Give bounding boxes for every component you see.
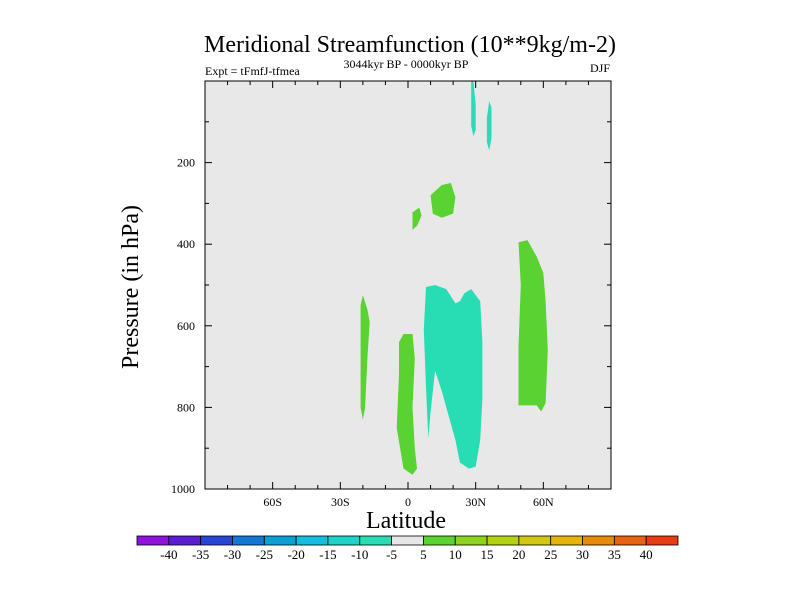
colorbar-label: 15 (481, 547, 494, 562)
x-tick-label: 30N (465, 495, 486, 509)
colorbar-label: 5 (420, 547, 427, 562)
colorbar-label: 30 (576, 547, 589, 562)
colorbar-label: -20 (287, 547, 304, 562)
colorbar: -40 -35 -30 -25 -20 -15 -10 -5 5 10 15 20 25 30 35 40 (136, 535, 679, 562)
colorbar-swatch (391, 535, 424, 546)
x-tick-label: 0 (405, 495, 411, 509)
colorbar-swatch (136, 535, 170, 546)
colorbar-swatch (454, 535, 488, 546)
region-upper-positive-blob-b (412, 207, 422, 230)
chart-title: Meridional Streamfunction (10**9kg/m-2) (204, 32, 616, 58)
colorbar-label: -10 (351, 547, 368, 562)
colorbar-swatch (168, 535, 202, 546)
colorbar-swatch (486, 535, 520, 546)
right-label: DJF (590, 61, 610, 75)
x-axis-label: Latitude (366, 508, 446, 534)
colorbar-swatch (295, 535, 329, 546)
colorbar-swatch (550, 535, 583, 546)
colorbar-swatch (645, 535, 679, 546)
colorbar-label: -25 (256, 547, 273, 562)
colorbar-swatch (582, 535, 615, 546)
center-label: 3044kyr BP - 0000kyr BP (344, 57, 469, 71)
colorbar-swatch (200, 535, 233, 546)
colorbar-label: 10 (449, 547, 462, 562)
region-equatorial-positive-cell (396, 334, 417, 475)
y-tick-label: 400 (177, 237, 195, 251)
axis-ticks: 60S 30S 0 30N 60N 200 400 600 800 1000 (171, 81, 611, 509)
colorbar-swatch (518, 535, 552, 546)
colorbar-label: -30 (224, 547, 241, 562)
region-upper-positive-blob-a (430, 183, 456, 218)
region-strat-negative-b (486, 101, 492, 151)
colorbar-label: 20 (512, 547, 525, 562)
colorbar-swatch (232, 535, 265, 546)
region-nh-negative-cell (423, 285, 483, 469)
region-sh-positive-cell (360, 295, 370, 420)
x-tick-label: 30S (331, 495, 350, 509)
colorbar-label: 35 (608, 547, 621, 562)
x-tick-label: 60S (263, 495, 282, 509)
colorbar-label: -35 (192, 547, 209, 562)
y-tick-label: 1000 (171, 482, 195, 496)
y-axis-label: Pressure (in hPa) (118, 205, 144, 369)
y-tick-label: 600 (177, 319, 195, 333)
colorbar-swatch (423, 535, 456, 546)
contour-regions (360, 81, 548, 475)
colorbar-label: 25 (544, 547, 557, 562)
region-nh-positive-cell (518, 240, 548, 412)
colorbar-label: -15 (319, 547, 336, 562)
colorbar-label: -40 (160, 547, 177, 562)
x-tick-label: 60N (533, 495, 554, 509)
region-strat-negative-a (471, 81, 476, 137)
left-label: Expt = tFmfJ-tfmea (205, 64, 300, 78)
colorbar-swatch (359, 535, 392, 546)
y-tick-label: 200 (177, 156, 195, 170)
colorbar-label: 40 (640, 547, 653, 562)
y-tick-label: 800 (177, 400, 195, 414)
colorbar-swatch (613, 535, 647, 546)
colorbar-label: -5 (386, 547, 397, 562)
colorbar-swatch (327, 535, 361, 546)
colorbar-swatch (263, 535, 297, 546)
